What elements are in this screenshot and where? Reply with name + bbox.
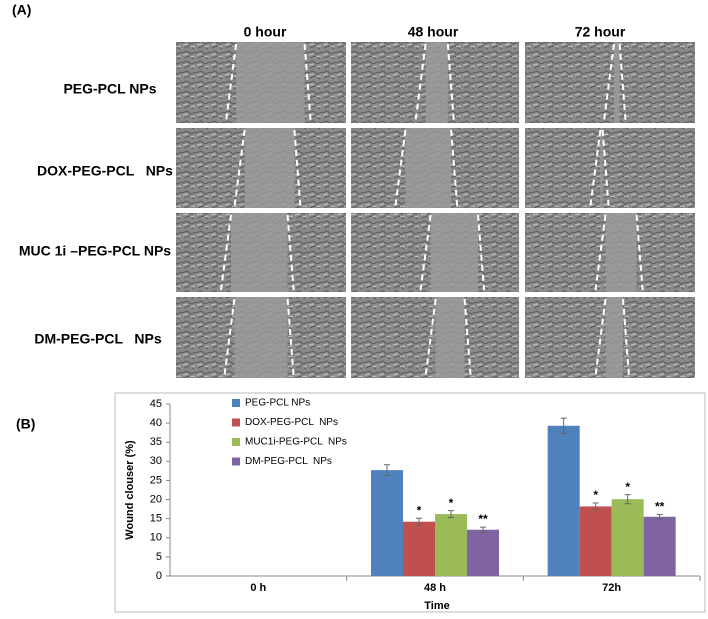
error-bar — [592, 502, 599, 511]
bar — [371, 470, 403, 576]
y-tick-label: 10 — [150, 532, 162, 544]
row-label: DM-PEG-PCL NPs — [34, 331, 162, 347]
scratch-edge — [477, 214, 486, 291]
micrograph — [525, 128, 695, 208]
scratch-edge — [220, 214, 232, 291]
significance-mark: * — [625, 480, 630, 494]
bar — [611, 499, 644, 576]
legend-label: MUC1i-PEG-PCL NPs — [245, 437, 347, 448]
row-label: DOX-PEG-PCL NPs — [37, 163, 173, 179]
scratch-edge — [424, 298, 437, 377]
scratch-edge — [233, 129, 246, 207]
significance-mark: * — [593, 488, 598, 502]
scratch-gap — [244, 128, 295, 208]
scratch-edge — [450, 129, 459, 207]
y-axis-label: Wound clouser (%) — [124, 440, 136, 540]
scratch-edge — [286, 214, 295, 291]
scratch-gap — [614, 42, 620, 123]
column-header: 72 hour — [575, 24, 626, 40]
error-bar — [560, 417, 567, 434]
error-bar — [624, 494, 631, 505]
x-axis-label: Time — [424, 600, 449, 612]
legend-label: PEG-PCL NPs — [245, 398, 310, 409]
y-tick-label: 0 — [156, 570, 162, 582]
error-bar — [656, 513, 663, 520]
x-tick-label: 72h — [602, 582, 621, 594]
column-header: 48 hour — [408, 24, 459, 40]
scratch-gap — [605, 297, 623, 378]
x-tick-label: 0 h — [250, 582, 266, 594]
scratch-edge — [303, 43, 312, 122]
panel-label: (A) — [12, 2, 31, 18]
row-label: PEG-PCL NPs — [63, 81, 156, 97]
scratch-gap — [234, 297, 288, 378]
scratch-edge — [394, 129, 407, 207]
y-tick-label: 40 — [150, 417, 162, 429]
legend-swatch — [232, 399, 240, 407]
scratch-gap — [600, 128, 603, 208]
scratch-gap — [231, 213, 288, 292]
scratch-edge — [293, 129, 302, 207]
scratch-gap — [430, 213, 479, 292]
scratch-edge — [225, 43, 238, 122]
scratch-edge — [603, 43, 615, 122]
scratch-edge — [414, 43, 427, 122]
error-bar — [448, 510, 454, 519]
scratch-edge — [594, 298, 607, 377]
scratch-edge — [594, 214, 607, 291]
micrograph — [525, 42, 695, 123]
bar — [435, 514, 467, 576]
significance-mark: * — [417, 503, 422, 517]
y-tick-label: 30 — [150, 455, 162, 467]
scratch-edge — [618, 43, 627, 122]
legend-swatch — [232, 438, 240, 446]
error-bar — [480, 526, 486, 533]
y-tick-label: 20 — [150, 493, 162, 505]
y-tick-label: 45 — [150, 398, 162, 410]
scratch-gap — [435, 297, 465, 378]
scratch-gap — [425, 42, 448, 123]
scratch-edge — [446, 43, 455, 122]
y-tick-label: 25 — [150, 474, 162, 486]
legend-swatch — [232, 418, 240, 427]
scratch-edge — [601, 129, 610, 207]
scratch-edge — [419, 214, 432, 291]
error-bar — [416, 517, 422, 526]
row-label: MUC 1i –PEG-PCL NPs — [19, 243, 171, 259]
bar — [467, 529, 499, 576]
legend-label: DM-PEG-PCL NPs — [245, 456, 332, 467]
scratch-gap — [605, 213, 637, 292]
bar — [547, 425, 580, 576]
bar — [643, 516, 676, 576]
significance-mark: * — [449, 496, 454, 510]
scratch-edge — [635, 214, 644, 291]
significance-mark: ** — [655, 500, 665, 514]
y-tick-label: 15 — [150, 513, 162, 525]
x-tick-label: 48 h — [424, 582, 446, 594]
y-tick-label: 5 — [156, 551, 162, 563]
bar — [403, 521, 435, 576]
scratch-edge — [286, 298, 295, 377]
legend-swatch — [232, 457, 240, 466]
scratch-edge — [463, 298, 472, 377]
scratch-edge — [622, 298, 630, 377]
panel-label: (B) — [16, 416, 35, 432]
scratch-gap — [405, 128, 452, 208]
scratch-gap — [236, 42, 305, 123]
significance-mark: ** — [478, 512, 488, 526]
column-header: 0 hour — [244, 24, 287, 40]
y-tick-label: 35 — [150, 436, 162, 448]
error-bar — [384, 464, 390, 476]
bar — [579, 506, 612, 576]
scratch-edge — [223, 298, 236, 377]
legend-label: DOX-PEG-PCL NPs — [245, 417, 338, 428]
scratch-edge — [589, 129, 602, 207]
